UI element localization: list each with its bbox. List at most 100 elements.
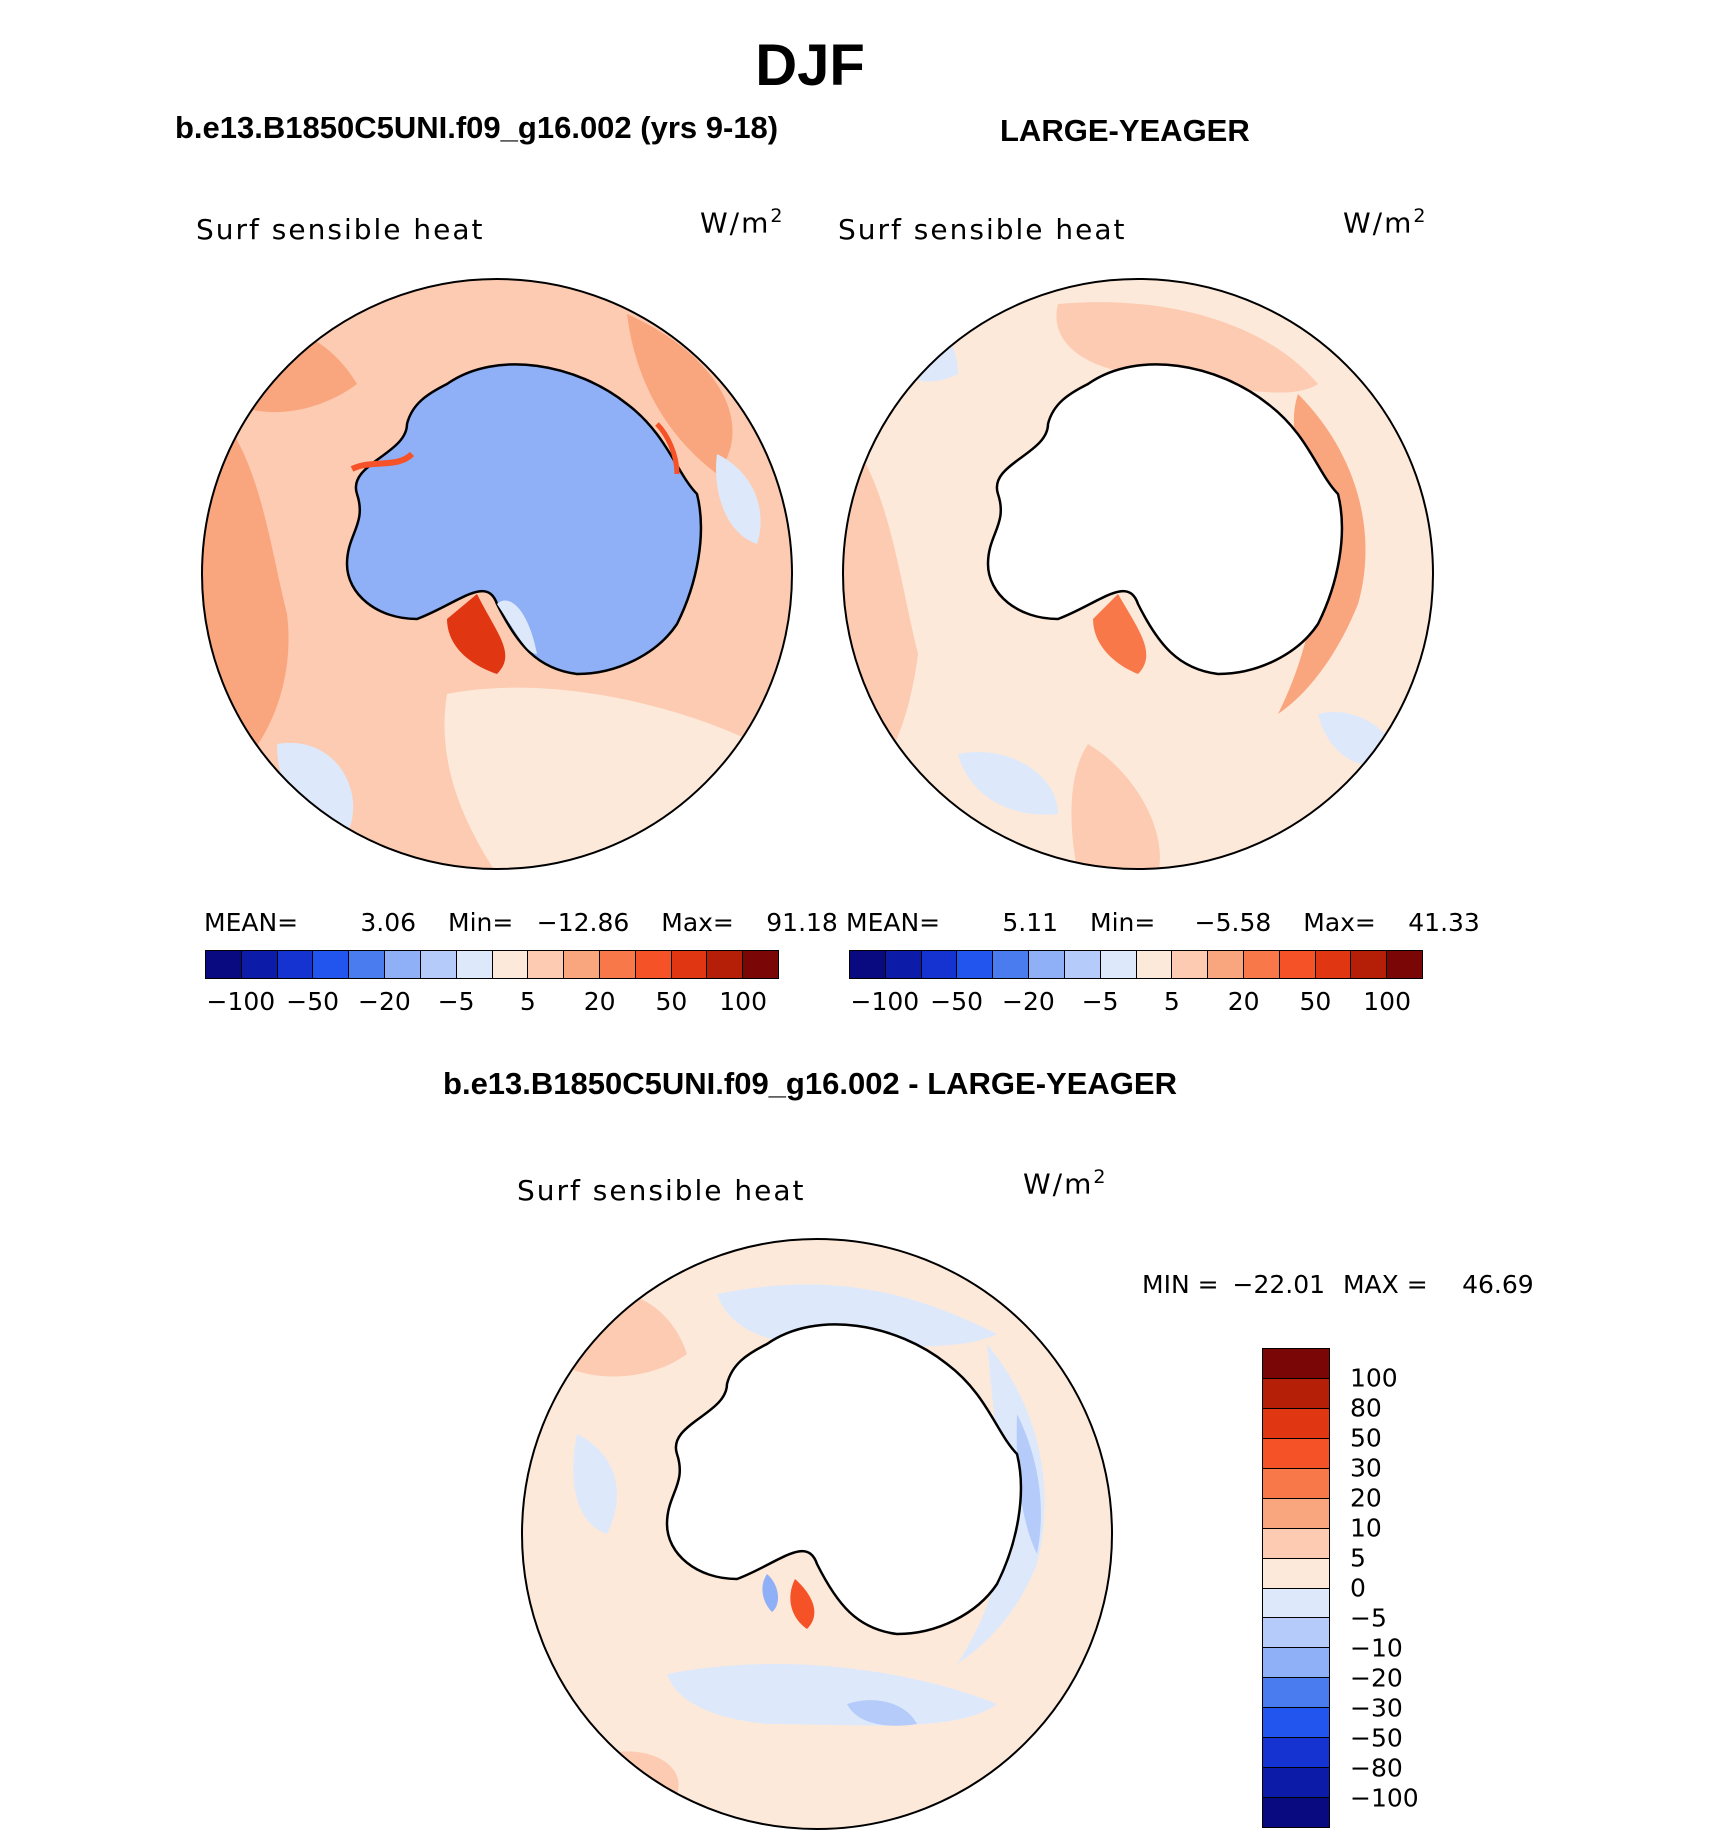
colorbar-swatch	[492, 951, 529, 978]
colorbar-tick-label: 20	[1350, 1483, 1382, 1513]
colorbar-tick-label: 30	[1350, 1453, 1382, 1483]
colorbar-tick-label: −10	[1350, 1633, 1403, 1663]
colorbar-tick-label: −30	[1350, 1693, 1403, 1723]
colorbar-swatch	[1263, 1768, 1329, 1799]
diff-colorbar-labels: 100 80 50 30 20 10 5 0 −5 −10 −20 −30 −50 −80 −100	[1350, 1348, 1470, 1826]
colorbar-swatch	[1029, 951, 1065, 978]
colorbar-swatch	[420, 951, 457, 978]
colorbar-tick-label: 10	[1350, 1513, 1382, 1543]
colorbar-swatch	[1243, 951, 1280, 978]
right-units-label: W/m2	[1343, 205, 1428, 240]
right-colorbar-labels: −100 −50 −20 −5 5 20 50 100	[849, 987, 1421, 1019]
colorbar-swatch	[1263, 1498, 1329, 1529]
colorbar-swatch	[1263, 1349, 1329, 1379]
colorbar-tick-label: −5	[1081, 987, 1119, 1016]
colorbar-swatch	[1263, 1648, 1329, 1679]
colorbar-swatch	[993, 951, 1030, 978]
colorbar-swatch	[1263, 1408, 1329, 1439]
colorbar-tick-label: 80	[1350, 1393, 1382, 1423]
right-panel-title: LARGE-YEAGER	[1000, 113, 1250, 148]
colorbar-swatch	[707, 951, 744, 978]
left-variable-label: Surf sensible heat	[196, 213, 485, 246]
colorbar-swatch	[1263, 1618, 1329, 1649]
colorbar-tick-label: −50	[1350, 1723, 1403, 1753]
colorbar-tick-label: 50	[1299, 987, 1332, 1016]
colorbar-tick-label: −80	[1350, 1753, 1403, 1783]
colorbar-swatch	[206, 951, 242, 978]
colorbar-swatch	[850, 951, 886, 978]
left-polar-map	[201, 278, 793, 870]
colorbar-tick-label: −20	[357, 987, 411, 1016]
colorbar-tick-label: −100	[850, 987, 920, 1016]
colorbar-swatch	[1064, 951, 1101, 978]
colorbar-swatch	[528, 951, 565, 978]
diff-panel-title: b.e13.B1850C5UNI.f09_g16.002 - LARGE-YEA…	[443, 1066, 1177, 1101]
colorbar-swatch	[1351, 951, 1388, 978]
right-colorbar	[849, 950, 1423, 979]
left-panel-title: b.e13.B1850C5UNI.f09_g16.002 (yrs 9-18)	[175, 110, 779, 145]
right-polar-map	[842, 278, 1434, 870]
colorbar-swatch	[599, 951, 636, 978]
colorbar-swatch	[1263, 1588, 1329, 1619]
colorbar-tick-label: −20	[1350, 1663, 1403, 1693]
colorbar-tick-label: 100	[719, 987, 767, 1016]
colorbar-swatch	[385, 951, 421, 978]
colorbar-tick-label: −50	[930, 987, 984, 1016]
colorbar-swatch	[885, 951, 922, 978]
colorbar-swatch	[671, 951, 708, 978]
colorbar-swatch	[1263, 1438, 1329, 1469]
colorbar-swatch	[1208, 951, 1244, 978]
figure-title: DJF	[755, 33, 865, 98]
colorbar-swatch	[277, 951, 314, 978]
colorbar-tick-label: −100	[206, 987, 276, 1016]
colorbar-swatch	[1136, 951, 1173, 978]
colorbar-tick-label: 50	[655, 987, 688, 1016]
colorbar-tick-label: −5	[1350, 1603, 1387, 1633]
colorbar-tick-label: 50	[1350, 1423, 1382, 1453]
colorbar-swatch	[349, 951, 386, 978]
colorbar-swatch	[1172, 951, 1209, 978]
colorbar-swatch	[1100, 951, 1137, 978]
colorbar-tick-label: −20	[1001, 987, 1055, 1016]
colorbar-swatch	[743, 951, 778, 978]
colorbar-swatch	[1263, 1378, 1329, 1409]
colorbar-tick-label: −50	[286, 987, 340, 1016]
colorbar-tick-label: 100	[1350, 1363, 1398, 1393]
colorbar-tick-label: 20	[1227, 987, 1260, 1016]
colorbar-tick-label: 100	[1363, 987, 1411, 1016]
diff-colorbar	[1262, 1348, 1330, 1828]
colorbar-swatch	[957, 951, 994, 978]
left-colorbar-labels: −100 −50 −20 −5 5 20 50 100	[205, 987, 777, 1019]
colorbar-swatch	[1263, 1468, 1329, 1499]
right-variable-label: Surf sensible heat	[838, 213, 1127, 246]
colorbar-tick-label: 5	[1350, 1543, 1366, 1573]
colorbar-swatch	[1315, 951, 1352, 978]
right-stats: MEAN= 5.11 Min= −5.58 Max= 41.33	[846, 908, 1480, 937]
colorbar-swatch	[1263, 1558, 1329, 1589]
colorbar-swatch	[1263, 1798, 1329, 1827]
colorbar-swatch	[921, 951, 958, 978]
colorbar-swatch	[456, 951, 493, 978]
colorbar-swatch	[1263, 1678, 1329, 1709]
colorbar-tick-label: 5	[519, 987, 536, 1016]
colorbar-swatch	[564, 951, 600, 978]
colorbar-swatch	[1387, 951, 1422, 978]
diff-stats: MIN = −22.01 MAX = 46.69	[1142, 1270, 1534, 1299]
left-stats: MEAN= 3.06 Min= −12.86 Max= 91.18	[204, 908, 838, 937]
colorbar-swatch	[1263, 1708, 1329, 1739]
colorbar-swatch	[1263, 1738, 1329, 1769]
colorbar-swatch	[313, 951, 350, 978]
colorbar-swatch	[635, 951, 672, 978]
colorbar-tick-label: −5	[437, 987, 475, 1016]
colorbar-tick-label: 0	[1350, 1573, 1366, 1603]
diff-variable-label: Surf sensible heat	[517, 1174, 806, 1207]
colorbar-swatch	[1263, 1528, 1329, 1559]
colorbar-tick-label: −100	[1350, 1783, 1419, 1813]
colorbar-tick-label: 20	[583, 987, 616, 1016]
diff-polar-map	[521, 1238, 1113, 1830]
left-units-label: W/m2	[700, 205, 785, 240]
diff-units-label: W/m2	[1023, 1166, 1108, 1201]
colorbar-swatch	[241, 951, 278, 978]
colorbar-tick-label: 5	[1163, 987, 1180, 1016]
colorbar-swatch	[1279, 951, 1316, 978]
